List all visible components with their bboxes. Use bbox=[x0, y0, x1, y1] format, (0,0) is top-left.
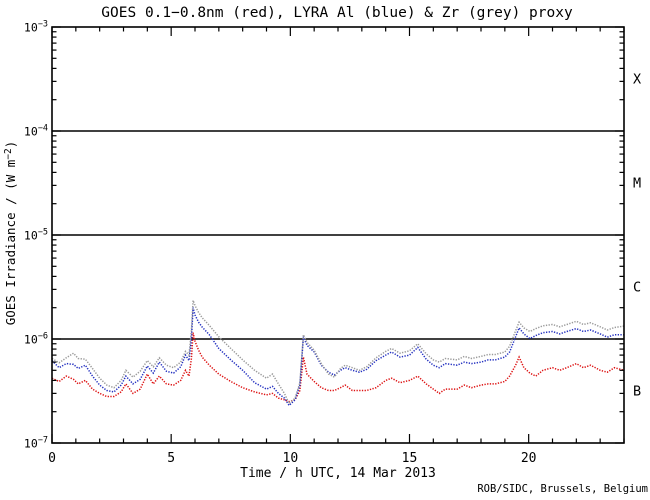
x-tick-label: 10 bbox=[283, 451, 299, 466]
y-axis-label: GOES Irradiance / (W m−2) bbox=[3, 141, 18, 326]
series-grey bbox=[51, 300, 625, 405]
x-tick-label: 15 bbox=[402, 451, 418, 466]
y-tick-label: 10−7 bbox=[24, 436, 48, 451]
flare-class-label-M: M bbox=[633, 176, 641, 192]
x-tick-label: 20 bbox=[521, 451, 537, 466]
y-tick-label: 10−4 bbox=[24, 124, 48, 139]
x-tick-label: 5 bbox=[167, 451, 175, 466]
attribution-text: ROB/SIDC, Brussels, Belgium bbox=[477, 483, 648, 495]
flare-class-label-C: C bbox=[633, 280, 641, 296]
x-tick-label: 0 bbox=[48, 451, 56, 466]
flare-class-label-X: X bbox=[633, 72, 641, 88]
chart-title: GOES 0.1−0.8nm (red), LYRA Al (blue) & Z… bbox=[101, 5, 573, 21]
x-axis-label: Time / h UTC, 14 Mar 2013 bbox=[240, 466, 436, 481]
flare-class-label-B: B bbox=[633, 384, 641, 400]
series-blue bbox=[51, 307, 624, 407]
plot-area: 0 5 10 15 20 10−3 10−4 10−5 10−6 10−7 X M C B bbox=[24, 20, 641, 467]
y-tick-label: 10−3 bbox=[24, 20, 48, 35]
y-tick-label: 10−5 bbox=[24, 228, 48, 243]
y-tick-label: 10−6 bbox=[24, 332, 48, 347]
series-red bbox=[51, 332, 625, 403]
